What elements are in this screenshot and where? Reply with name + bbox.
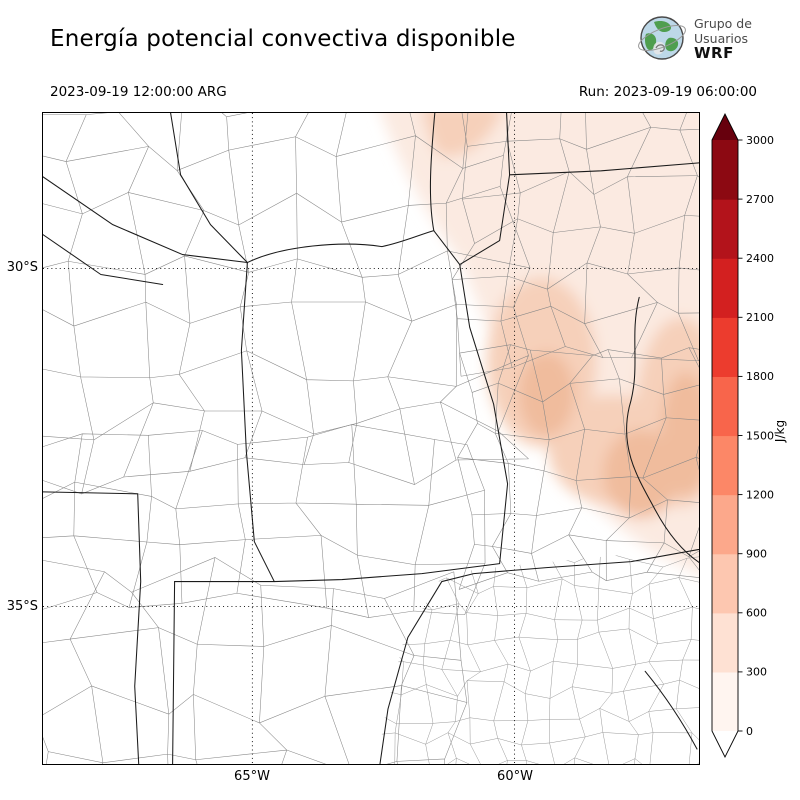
logo-line-2: Usuarios [694,30,749,46]
colorbar-under-arrow [712,731,738,757]
lat-label-30s: 30°S [6,260,38,275]
colorbar: 0 300 600 900 1200 1500 1800 2100 2400 2700 3000 [708,104,800,780]
colorbar-segment [712,199,738,259]
logo-text: Grupo de Usuarios WRF [694,16,752,61]
colorbar-segment [712,553,738,614]
page-title: Energía potencial convectiva disponible [50,26,516,52]
colorbar-segment [712,317,738,377]
colorbar-segment [712,258,738,318]
department-boundaries [43,113,699,764]
logo-line-wrf: WRF [694,43,734,62]
map-frame [42,112,700,765]
gridlines [43,113,699,764]
colorbar-segment [712,376,738,437]
lon-label-65w: 65°W [234,769,270,784]
colorbar-tick-label: 900 [746,548,767,561]
colorbar-tick-label: 2400 [746,252,774,265]
colorbar-tick-label: 1800 [746,370,774,383]
cape-shade-deep [661,372,699,496]
logo-line-1: Grupo de [694,15,752,31]
colorbar-segment [712,671,738,732]
lat-label-35s: 35°S [6,599,38,614]
colorbar-segment [712,140,738,200]
colorbar-tick-label: 3000 [746,134,774,147]
cape-shade-mid [423,113,501,157]
province-borders [43,113,699,764]
map-svg [43,113,699,764]
colorbar-units-label: J/kg [773,419,787,443]
colorbar-segment [712,435,738,496]
cape-shade-deep [603,430,680,518]
cape-shade-deep [518,352,575,437]
colorbar-tick-label: 600 [746,607,767,620]
colorbar-tick-label: 1500 [746,429,774,442]
colorbar-over-arrow [712,114,738,140]
colorbar-tick-label: 2700 [746,193,774,206]
colorbar-segment [712,494,738,555]
colorbar-svg: 0 300 600 900 1200 1500 1800 2100 2400 2700 3000 [711,112,774,759]
colorbar-segment [712,612,738,673]
run-time-label: Run: 2023-09-19 06:00:00 [578,84,757,100]
colorbar-tick-label: 2100 [746,311,774,324]
colorbar-tick-label: 1200 [746,488,774,501]
valid-time-label: 2023-09-19 12:00:00 ARG [50,84,227,100]
cape-shading-layer [380,113,699,575]
colorbar-tick-label: 0 [746,725,753,738]
colorbar-tick-label: 300 [746,666,767,679]
wrf-logo: Grupo de Usuarios WRF [636,12,752,64]
lon-label-60w: 60°W [497,769,533,784]
globe-icon [638,16,686,60]
